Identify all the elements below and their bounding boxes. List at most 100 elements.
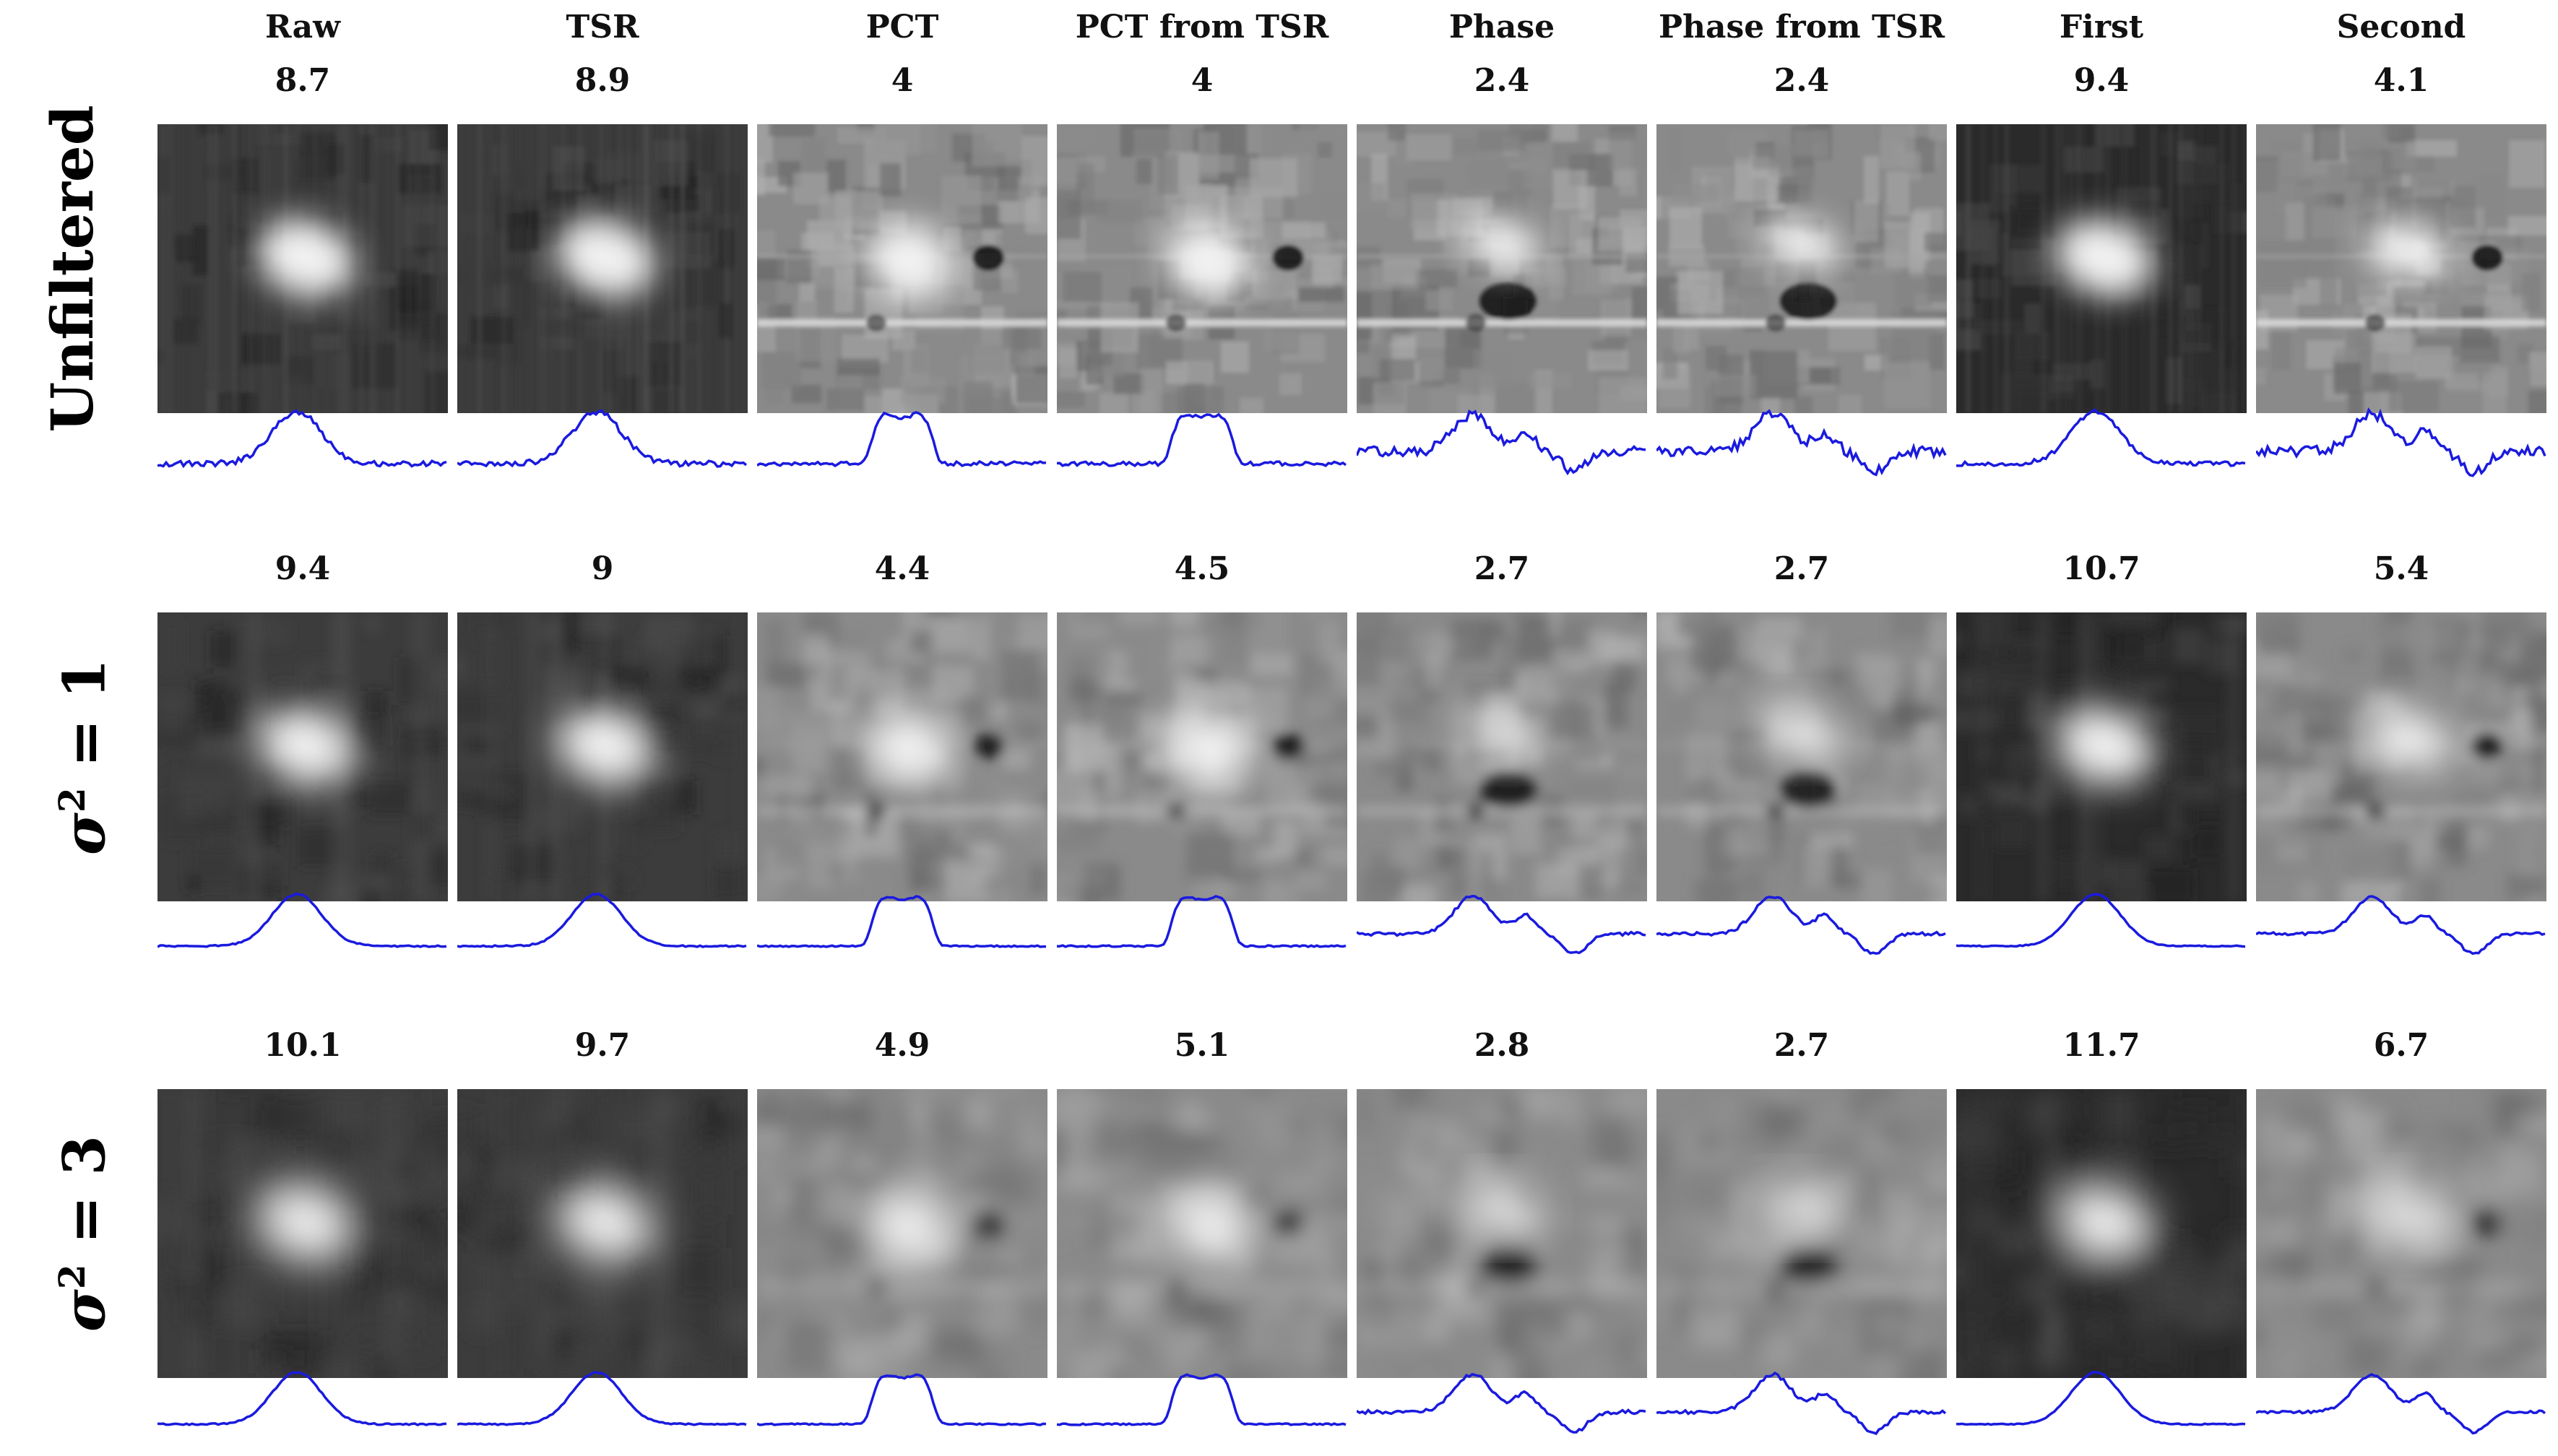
intensity-profile	[157, 892, 447, 948]
score-value: 4	[891, 62, 914, 99]
row-label-1: σ2 = 1	[36, 540, 118, 974]
intensity-profile	[2256, 895, 2546, 956]
thermal-image	[457, 1089, 748, 1378]
profile-line	[157, 1371, 447, 1426]
score-value: 8.9	[574, 62, 631, 99]
column-header-raw: Raw	[265, 9, 340, 46]
profile-line	[1357, 895, 1646, 955]
column-header-first: First	[2059, 9, 2144, 46]
thermal-image	[757, 1089, 1047, 1378]
row-label-exponent: 2	[51, 1264, 93, 1290]
score-value: 9.7	[574, 1027, 631, 1064]
profile-line	[2256, 407, 2546, 477]
profile-line	[2256, 1373, 2546, 1435]
thermal-image	[1956, 1089, 2247, 1378]
profile-line	[1656, 1371, 1947, 1436]
row-label-value: = 1	[50, 658, 118, 788]
profile-line	[457, 1371, 747, 1426]
score-value: 2.7	[1773, 550, 1830, 587]
thermal-image	[157, 612, 448, 901]
profile-line	[1956, 893, 2246, 948]
score-value: 2.7	[1474, 550, 1530, 587]
row-label-0: Unfiltered	[36, 52, 108, 485]
score-value: 5.4	[2373, 550, 2429, 587]
row-label-exponent: 2	[51, 787, 93, 813]
profile-line	[157, 409, 447, 469]
intensity-profile	[1656, 896, 1946, 956]
thermal-image	[1057, 1089, 1347, 1378]
row-label-sigma: σ	[50, 812, 118, 856]
row-label-value: = 3	[50, 1135, 118, 1265]
profile-line	[1956, 1371, 2246, 1426]
score-value: 9.4	[2073, 62, 2130, 99]
intensity-profile	[1057, 412, 1347, 468]
intensity-profile	[457, 892, 747, 948]
thermal-image	[1357, 124, 1647, 413]
intensity-profile	[457, 409, 748, 468]
score-value: 4.4	[874, 550, 930, 587]
intensity-profile	[1357, 409, 1646, 476]
thermal-image	[2256, 124, 2546, 413]
column-header-pct-from-tsr: PCT from TSR	[1075, 9, 1329, 46]
profile-line	[457, 409, 748, 468]
profile-line	[2256, 895, 2546, 956]
intensity-profile	[1057, 895, 1347, 948]
score-value: 4.9	[874, 1027, 930, 1064]
profile-line	[1057, 1373, 1347, 1426]
profile-line	[757, 895, 1046, 948]
thermal-image	[1956, 612, 2247, 901]
score-value: 6.7	[2373, 1027, 2429, 1064]
thermal-image	[157, 124, 448, 413]
thermal-image	[1656, 124, 1947, 413]
intensity-profile	[1357, 895, 1646, 955]
profile-line	[757, 411, 1047, 467]
profile-line	[1956, 408, 2246, 467]
profile-line	[1656, 896, 1946, 956]
thermal-image	[1357, 1089, 1647, 1378]
intensity-profile	[2256, 407, 2546, 477]
intensity-profile	[1656, 409, 1947, 477]
intensity-profile	[757, 1373, 1047, 1426]
thermal-image	[1656, 612, 1947, 901]
thermal-image	[757, 612, 1047, 901]
intensity-profile	[1956, 893, 2246, 948]
thermal-image	[2256, 612, 2546, 901]
intensity-profile	[1956, 408, 2246, 467]
profile-line	[157, 892, 447, 948]
thermal-image	[457, 612, 748, 901]
thermal-image	[1057, 612, 1347, 901]
profile-line	[1057, 412, 1347, 468]
score-value: 5.1	[1174, 1027, 1230, 1064]
intensity-profile	[1656, 1371, 1947, 1436]
intensity-profile	[757, 895, 1046, 948]
profile-line	[1357, 409, 1646, 476]
thermal-image	[457, 124, 748, 413]
row-label-sigma: σ	[50, 1289, 118, 1332]
intensity-profile	[2256, 1373, 2546, 1435]
intensity-profile	[157, 1371, 447, 1426]
score-value: 8.7	[275, 62, 331, 99]
thermal-image	[1357, 612, 1647, 901]
thermal-image	[2256, 1089, 2546, 1378]
column-header-pct: PCT	[865, 9, 939, 46]
score-value: 11.7	[2062, 1027, 2140, 1064]
score-value: 2.4	[1773, 62, 1830, 99]
intensity-profile	[757, 411, 1047, 467]
profile-line	[457, 892, 747, 948]
score-value: 2.4	[1474, 62, 1530, 99]
row-label-text: Unfiltered	[38, 105, 106, 433]
intensity-profile	[457, 1371, 747, 1426]
intensity-profile	[157, 409, 447, 469]
thermal-image	[157, 1089, 448, 1378]
column-header-tsr: TSR	[566, 9, 639, 46]
score-value: 4.5	[1174, 550, 1230, 587]
score-value: 9	[591, 550, 614, 587]
profile-line	[1357, 1372, 1646, 1434]
thermal-image	[1956, 124, 2247, 413]
score-value: 4	[1191, 62, 1214, 99]
thermal-image	[1057, 124, 1347, 413]
profile-line	[757, 1373, 1047, 1426]
score-value: 4.1	[2373, 62, 2429, 99]
column-header-second: Second	[2336, 9, 2466, 46]
